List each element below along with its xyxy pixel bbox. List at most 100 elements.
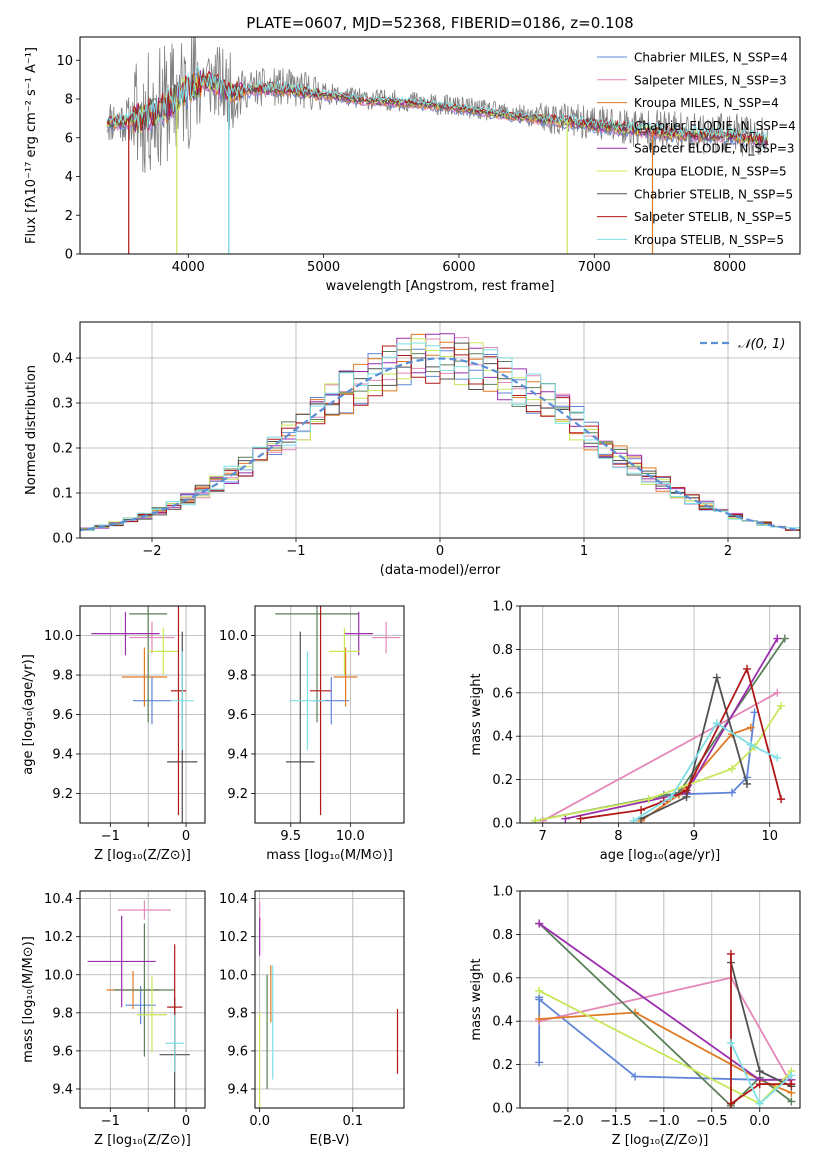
y-tick-label: 6 xyxy=(65,131,73,146)
mass-weight-marker xyxy=(746,740,755,749)
x-tick-label: 0.1 xyxy=(342,1114,363,1129)
y-tick-label: 4 xyxy=(65,170,73,185)
mass-weight-marker xyxy=(773,634,782,643)
y-tick-label: 0.8 xyxy=(492,643,513,658)
x-axis-label: mass [log₁₀(M/M⊙)] xyxy=(266,848,393,863)
errorbar-point xyxy=(344,611,374,656)
model-spectrum-line xyxy=(106,64,768,142)
mass-weight-marker xyxy=(535,919,544,928)
mass-weight-marker xyxy=(755,1080,764,1089)
mass-weight-marker xyxy=(535,995,544,1004)
x-tick-label: 0 xyxy=(436,544,444,559)
errorbar-point xyxy=(170,606,187,816)
mass-weight-marker xyxy=(727,788,736,797)
mass-weight-series xyxy=(726,1038,796,1108)
mass-weight-series xyxy=(629,719,782,823)
mass-weight-line xyxy=(640,674,748,820)
age-vs-mass-panel: 9.5 10.0 9.2 9.4 9.6 9.8 10.0 mass [log₁₀(M/M⊙)… xyxy=(219,605,405,863)
y-tick-label: 1.0 xyxy=(492,600,513,615)
grid-lines xyxy=(80,891,205,1108)
y-tick-label: 9.4 xyxy=(227,747,248,762)
mass-weight-marker xyxy=(743,779,752,788)
mass-weight-marker xyxy=(726,1038,735,1047)
y-tick-label: 10.4 xyxy=(44,892,73,907)
y-tick-label: 1.0 xyxy=(492,885,513,900)
x-tick-label: 4000 xyxy=(172,260,205,275)
x-axis-label: age [log₁₀(age/yr)] xyxy=(600,848,721,863)
y-axis-label: mass weight xyxy=(469,958,484,1040)
errorbar-point xyxy=(285,631,315,823)
y-tick-label: 0.4 xyxy=(52,352,73,367)
y-tick-label: 9.6 xyxy=(227,708,248,723)
x-tick-label: −1 xyxy=(101,829,120,844)
mass-weight-marker xyxy=(787,1071,796,1080)
y-tick-label: 9.8 xyxy=(227,1006,248,1021)
x-tick-label: 10 xyxy=(761,829,778,844)
x-tick-label: 9 xyxy=(690,829,698,844)
y-tick-label: 0.6 xyxy=(492,971,513,986)
mass-weight-series xyxy=(637,673,752,823)
y-tick-label: 0 xyxy=(65,248,73,263)
x-tick-label: −0.5 xyxy=(696,1114,728,1129)
x-axis-label: Z [log₁₀(Z/Z⊙)] xyxy=(94,848,191,863)
plot-body xyxy=(91,606,198,823)
observed-spectrum-line xyxy=(106,37,768,173)
mass-weight-marker xyxy=(743,664,752,673)
axes-frame xyxy=(254,605,405,824)
y-tick-label: 0.3 xyxy=(52,397,73,412)
axes-frame xyxy=(79,890,206,1109)
legend-label: Salpeter MILES, N_SSP=3 xyxy=(634,73,787,87)
plot-body xyxy=(531,634,789,823)
legend-label: Kroupa MILES, N_SSP=4 xyxy=(634,96,779,110)
y-axis-label: mass weight xyxy=(469,673,484,755)
legend-label: 𝒩(0, 1) xyxy=(738,337,785,352)
y-tick-label: 10.0 xyxy=(219,968,248,983)
errorbar-point xyxy=(125,986,156,1025)
axes: −2 −1 0 1 2 0.0 0.1 0.2 0.3 0.4 (data-model)/error… xyxy=(24,321,801,578)
x-tick-label: −2 xyxy=(142,544,161,559)
errorbar-point xyxy=(165,1014,184,1072)
y-tick-label: 8 xyxy=(65,93,73,108)
y-tick-label: 9.4 xyxy=(227,1082,248,1097)
mass-weight-marker xyxy=(538,816,547,823)
errorbar-point xyxy=(129,621,175,654)
plot-body xyxy=(259,902,399,1108)
legend-label: Kroupa STELIB, N_SSP=5 xyxy=(634,233,784,247)
errorbar-point xyxy=(87,915,156,1008)
mass-weight-series xyxy=(538,688,782,823)
mass-weight-marker xyxy=(777,701,786,710)
plot-body xyxy=(87,900,190,1108)
x-tick-label: 7000 xyxy=(578,260,611,275)
y-tick-label: 9.6 xyxy=(52,1044,73,1059)
x-axis-label: Z [log₁₀(Z/Z⊙)] xyxy=(612,1133,709,1148)
errorbar-point xyxy=(275,606,359,723)
mass-weight-marker xyxy=(535,1058,544,1067)
y-tick-label: 9.2 xyxy=(227,787,248,802)
axes: −2.0 −1.5 −1.0 −0.5 0.0 0.0 0.2 0.4 0.6 0.8 1.0 Z [… xyxy=(469,885,801,1148)
errorbar-point xyxy=(148,627,179,676)
x-axis-label: Z [log₁₀(Z/Z⊙)] xyxy=(94,1133,191,1148)
errorbar-point xyxy=(371,621,401,654)
x-tick-label: −1 xyxy=(286,544,305,559)
mass-weight-marker xyxy=(727,764,736,773)
mass-weight-marker xyxy=(746,723,755,732)
x-tick-label: 6000 xyxy=(442,260,475,275)
legend-label: Chabrier MILES, N_SSP=4 xyxy=(634,51,788,65)
x-axis-label: (data-model)/error xyxy=(380,563,501,578)
y-tick-label: 9.8 xyxy=(52,669,73,684)
y-tick-label: 9.4 xyxy=(52,747,73,762)
legend: 𝒩(0, 1) xyxy=(700,337,785,352)
mass-weight-marker xyxy=(682,786,691,795)
y-tick-label: 10.2 xyxy=(219,930,248,945)
mass-weight-line xyxy=(580,666,782,820)
x-tick-label: −1.5 xyxy=(600,1114,632,1129)
x-tick-label: 10.0 xyxy=(336,829,365,844)
y-tick-label: 9.8 xyxy=(52,1006,73,1021)
axes: −1 0 9.4 9.6 9.8 10.0 10.2 10.4 Z [log₁₀(Z/Z⊙)] m… xyxy=(21,890,206,1148)
errorbar-point xyxy=(170,651,194,751)
y-axis-label: Normed distribution xyxy=(24,365,39,495)
legend: Chabrier MILES, N_SSP=4 Salpeter MILES, N… xyxy=(597,51,796,247)
axes-frame xyxy=(254,890,405,1109)
y-axis-label: mass [log₁₀(M/M⊙)] xyxy=(21,936,36,1063)
mass-weight-line xyxy=(542,692,778,822)
